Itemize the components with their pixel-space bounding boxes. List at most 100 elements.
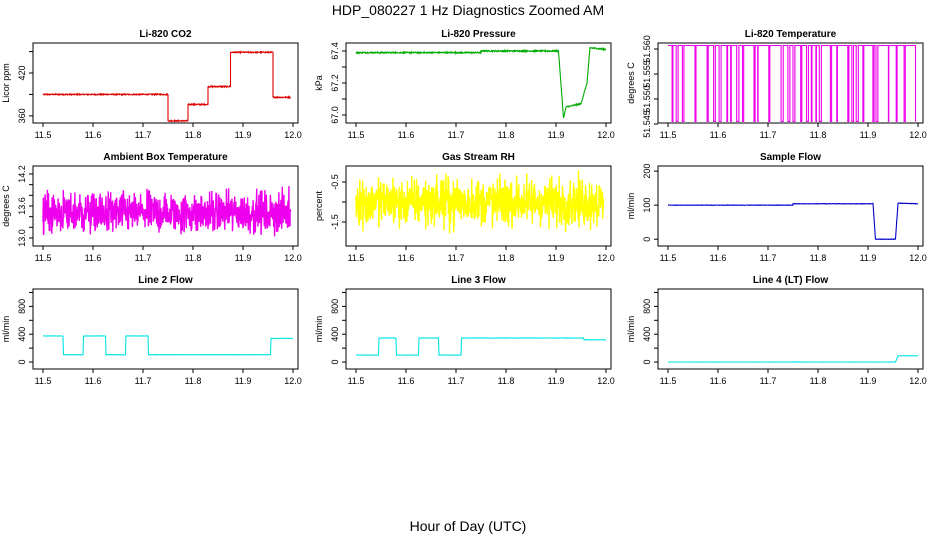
y-tick-label: 13.6: [17, 197, 27, 215]
x-tick-label: 11.7: [135, 376, 152, 386]
x-tick-label: 11.9: [860, 253, 877, 263]
plot-area: [355, 337, 606, 356]
y-axis-label: percent: [314, 190, 324, 221]
chart-title: Sample Flow: [760, 152, 821, 163]
x-tick-label: 11.8: [185, 130, 202, 140]
x-tick-label: 11.9: [548, 376, 565, 386]
x-tick-label: 11.9: [860, 130, 877, 140]
x-tick-label: 11.5: [660, 253, 677, 263]
plot-area: [667, 202, 919, 241]
x-tick-label: 11.6: [85, 376, 102, 386]
x-tick-label: 11.9: [548, 130, 565, 140]
series-line: [42, 50, 291, 123]
plot-area: [42, 186, 292, 237]
y-tick-label: 800: [330, 299, 340, 314]
y-tick-label: 67.0: [330, 106, 340, 124]
x-tick-label: 11.5: [348, 130, 365, 140]
chart-title: Line 3 Flow: [451, 275, 506, 286]
x-tick-label: 11.6: [85, 130, 102, 140]
chart-title: Line 4 (LT) Flow: [753, 275, 829, 286]
x-tick-label: 11.5: [348, 376, 365, 386]
chart-title: Li-820 Pressure: [441, 29, 516, 40]
chart-line2: Line 2 Flow ml/min 11.5 11.6 11.7 11.8 11.9 12.…: [1, 275, 302, 386]
y-tick-label: 13.0: [17, 229, 27, 247]
chart-ambient: Ambient Box Temperature degrees C 11.5 11.6…: [1, 152, 302, 263]
y-tick-label: 360: [17, 108, 27, 123]
y-tick-label: 800: [17, 299, 27, 314]
chart-title: Gas Stream RH: [442, 152, 515, 163]
x-tick-label: 12.0: [909, 376, 927, 386]
x-tick-label: 11.8: [498, 376, 515, 386]
chart-title: Ambient Box Temperature: [103, 152, 228, 163]
x-tick-label: 11.9: [235, 253, 252, 263]
y-tick-label: -1.5: [330, 214, 340, 230]
x-tick-label: 11.7: [760, 376, 777, 386]
x-tick-label: 12.0: [597, 253, 615, 263]
x-tick-label: 11.6: [398, 376, 415, 386]
y-tick-label: 67.2: [330, 74, 340, 92]
y-tick-label: 0: [642, 360, 652, 365]
x-tick-label: 12.0: [284, 253, 302, 263]
chart-title: Li-820 CO2: [139, 29, 192, 40]
x-tick-label: 11.5: [35, 376, 52, 386]
x-tick-label: 11.7: [135, 253, 152, 263]
plot-frame: [657, 165, 924, 247]
x-tick-label: 11.7: [448, 376, 465, 386]
y-tick-label: 400: [17, 327, 27, 342]
x-tick-label: 12.0: [597, 130, 615, 140]
plot-frame: [345, 288, 612, 370]
series-line: [355, 170, 605, 234]
y-tick-label: -0.5: [330, 174, 340, 190]
y-tick-label: 200: [642, 164, 652, 179]
page-title: HDP_080227 1 Hz Diagnostics Zoomed AM: [331, 2, 605, 18]
plot-frame: [32, 42, 299, 124]
plot-frame: [657, 288, 924, 370]
x-tick-label: 11.8: [498, 253, 515, 263]
y-axis-label: degrees C: [626, 62, 636, 104]
plot-frame: [345, 165, 612, 247]
chart-line4: Line 4 (LT) Flow ml/min 11.5 11.6 11.7 11.8 11…: [626, 275, 927, 386]
x-tick-label: 11.7: [135, 130, 152, 140]
x-tick-label: 11.7: [448, 130, 465, 140]
x-tick-label: 11.6: [710, 130, 727, 140]
y-tick-label: 400: [642, 327, 652, 342]
series-line: [667, 355, 918, 363]
series-line: [42, 186, 292, 237]
x-tick-label: 11.6: [398, 130, 415, 140]
plot-area: [355, 46, 607, 119]
plot-area: [42, 50, 291, 123]
y-tick-label: 400: [330, 327, 340, 342]
plot-area: [355, 170, 605, 234]
y-axis-label: ml/min: [1, 316, 11, 343]
series-line: [43, 335, 294, 356]
chart-rh: Gas Stream RH percent 11.5 11.6 11.7 11.8 11.9…: [314, 152, 615, 263]
x-tick-label: 11.8: [810, 253, 827, 263]
x-tick-label: 11.6: [710, 253, 727, 263]
x-tick-label: 12.0: [284, 130, 302, 140]
x-axis-caption: Hour of Day (UTC): [409, 518, 527, 534]
plot-frame: [657, 42, 924, 124]
y-axis-label: ml/min: [626, 193, 636, 220]
x-tick-label: 11.5: [660, 130, 677, 140]
y-axis-label: kPa: [314, 75, 324, 91]
chart-co2: Li-820 CO2 Licor ppm 11.5 11.6 11.7 11.8 11.9 1…: [1, 29, 302, 140]
plot-area: [668, 44, 917, 123]
x-tick-label: 11.5: [660, 376, 677, 386]
chart-sample: Sample Flow ml/min 11.5 11.6 11.7 11.8 11.9 12.…: [626, 152, 927, 263]
x-tick-label: 11.7: [448, 253, 465, 263]
y-tick-label: 51.545: [642, 110, 652, 138]
y-axis-label: ml/min: [314, 316, 324, 343]
series-line: [668, 44, 917, 123]
chart-line3: Line 3 Flow ml/min 11.5 11.6 11.7 11.8 11.9 12.…: [314, 275, 615, 386]
x-tick-label: 11.9: [548, 253, 565, 263]
chart-pressure: Li-820 Pressure kPa 11.5 11.6 11.7 11.8 11.9 12…: [314, 29, 615, 140]
x-tick-label: 11.7: [760, 130, 777, 140]
x-tick-label: 12.0: [909, 130, 927, 140]
x-tick-label: 11.8: [810, 130, 827, 140]
y-tick-label: 51.555: [642, 60, 652, 88]
y-tick-label: 51.560: [642, 35, 652, 63]
x-tick-label: 11.5: [35, 130, 52, 140]
chart-temperature: Li-820 Temperature degrees C 11.5 11.6 11.7 1…: [626, 29, 927, 140]
series-line: [667, 202, 919, 241]
x-tick-label: 12.0: [909, 253, 927, 263]
